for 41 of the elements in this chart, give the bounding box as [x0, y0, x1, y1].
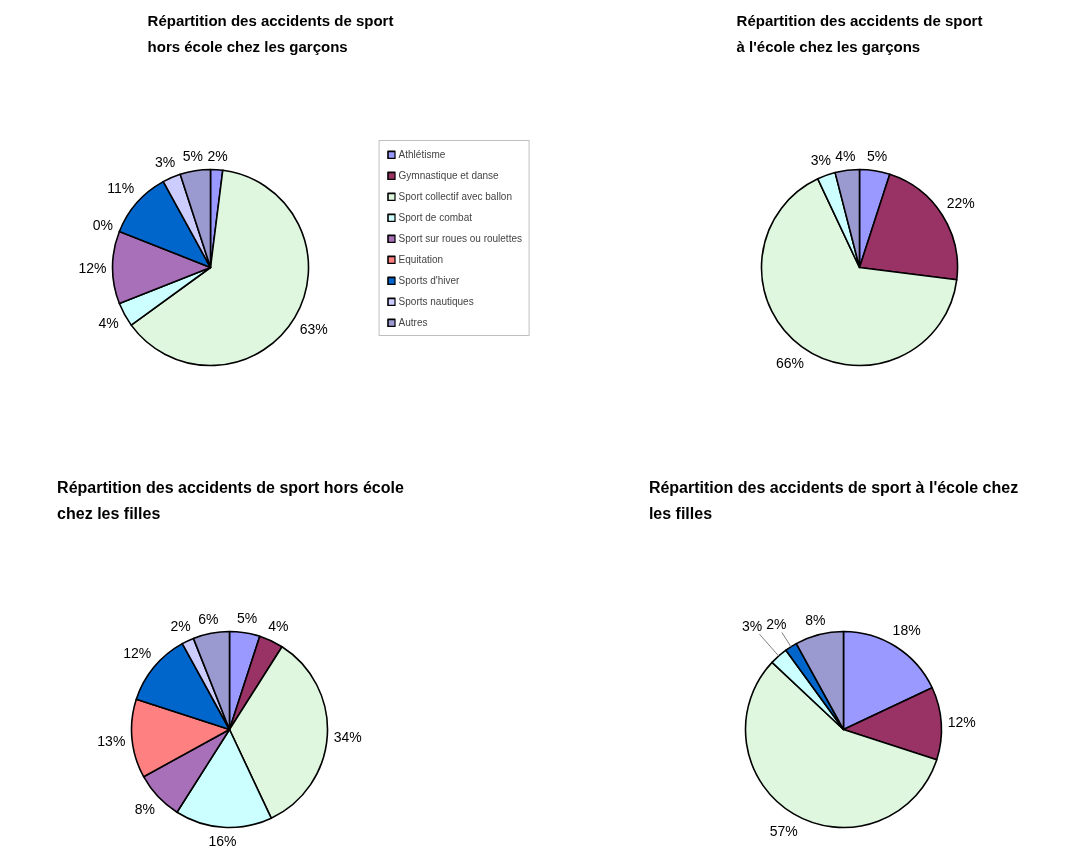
data-label: 4%	[268, 617, 289, 634]
legend-label: Equitation	[398, 253, 444, 265]
data-label: 8%	[805, 611, 826, 628]
legend-label: Sports nautiques	[398, 295, 474, 307]
data-label: 3%	[742, 617, 763, 634]
data-label: 18%	[892, 622, 921, 639]
legend-label: Gymnastique et danse	[398, 169, 499, 181]
data-label: 4%	[835, 148, 856, 165]
data-label: 4%	[98, 315, 119, 332]
data-label: 6%	[198, 610, 219, 627]
data-label: 8%	[134, 801, 155, 818]
data-label: 3%	[810, 152, 831, 169]
legend-label: Autres	[398, 316, 428, 328]
data-label: 5%	[866, 148, 888, 165]
legend-label: Sport collectif avec ballon	[398, 190, 512, 202]
data-label: 22%	[946, 195, 975, 212]
data-label: 57%	[769, 822, 798, 839]
legend-label: Sports d'hiver	[398, 274, 460, 286]
chart-title: Répartition des accidents de sport hors école chez les garçons	[147, 12, 394, 55]
chart-title: Répartition des accidents de sport à l'école chez les filles	[648, 479, 1019, 522]
chart-title: Répartition des accidents de sport à l'école chez les garçons	[736, 12, 983, 55]
data-label: 16%	[208, 833, 237, 850]
data-label: 12%	[123, 645, 152, 662]
data-label: 2%	[766, 615, 787, 632]
legend-label: Sport de combat	[398, 211, 472, 223]
data-label: 2%	[170, 617, 191, 634]
data-label: 66%	[775, 355, 804, 372]
data-label: 63%	[299, 320, 328, 337]
text: 0%	[92, 216, 113, 233]
chart-title: Répartition des accidents de sport hors école chez les filles	[57, 479, 404, 522]
data-label: 11%	[107, 180, 135, 197]
data-label: 12%	[78, 259, 107, 276]
data-label: 5%	[236, 610, 258, 627]
data-label: 3%	[154, 154, 176, 171]
data-label: 13%	[97, 732, 126, 749]
data-label: 12%	[947, 714, 976, 731]
legend-label: Athlétisme	[398, 148, 446, 160]
data-label: 34%	[333, 728, 362, 745]
data-label: 5%	[182, 148, 204, 165]
data-label: 2%	[207, 148, 228, 165]
legend-label: Sport sur roues ou roulettes	[398, 232, 522, 244]
